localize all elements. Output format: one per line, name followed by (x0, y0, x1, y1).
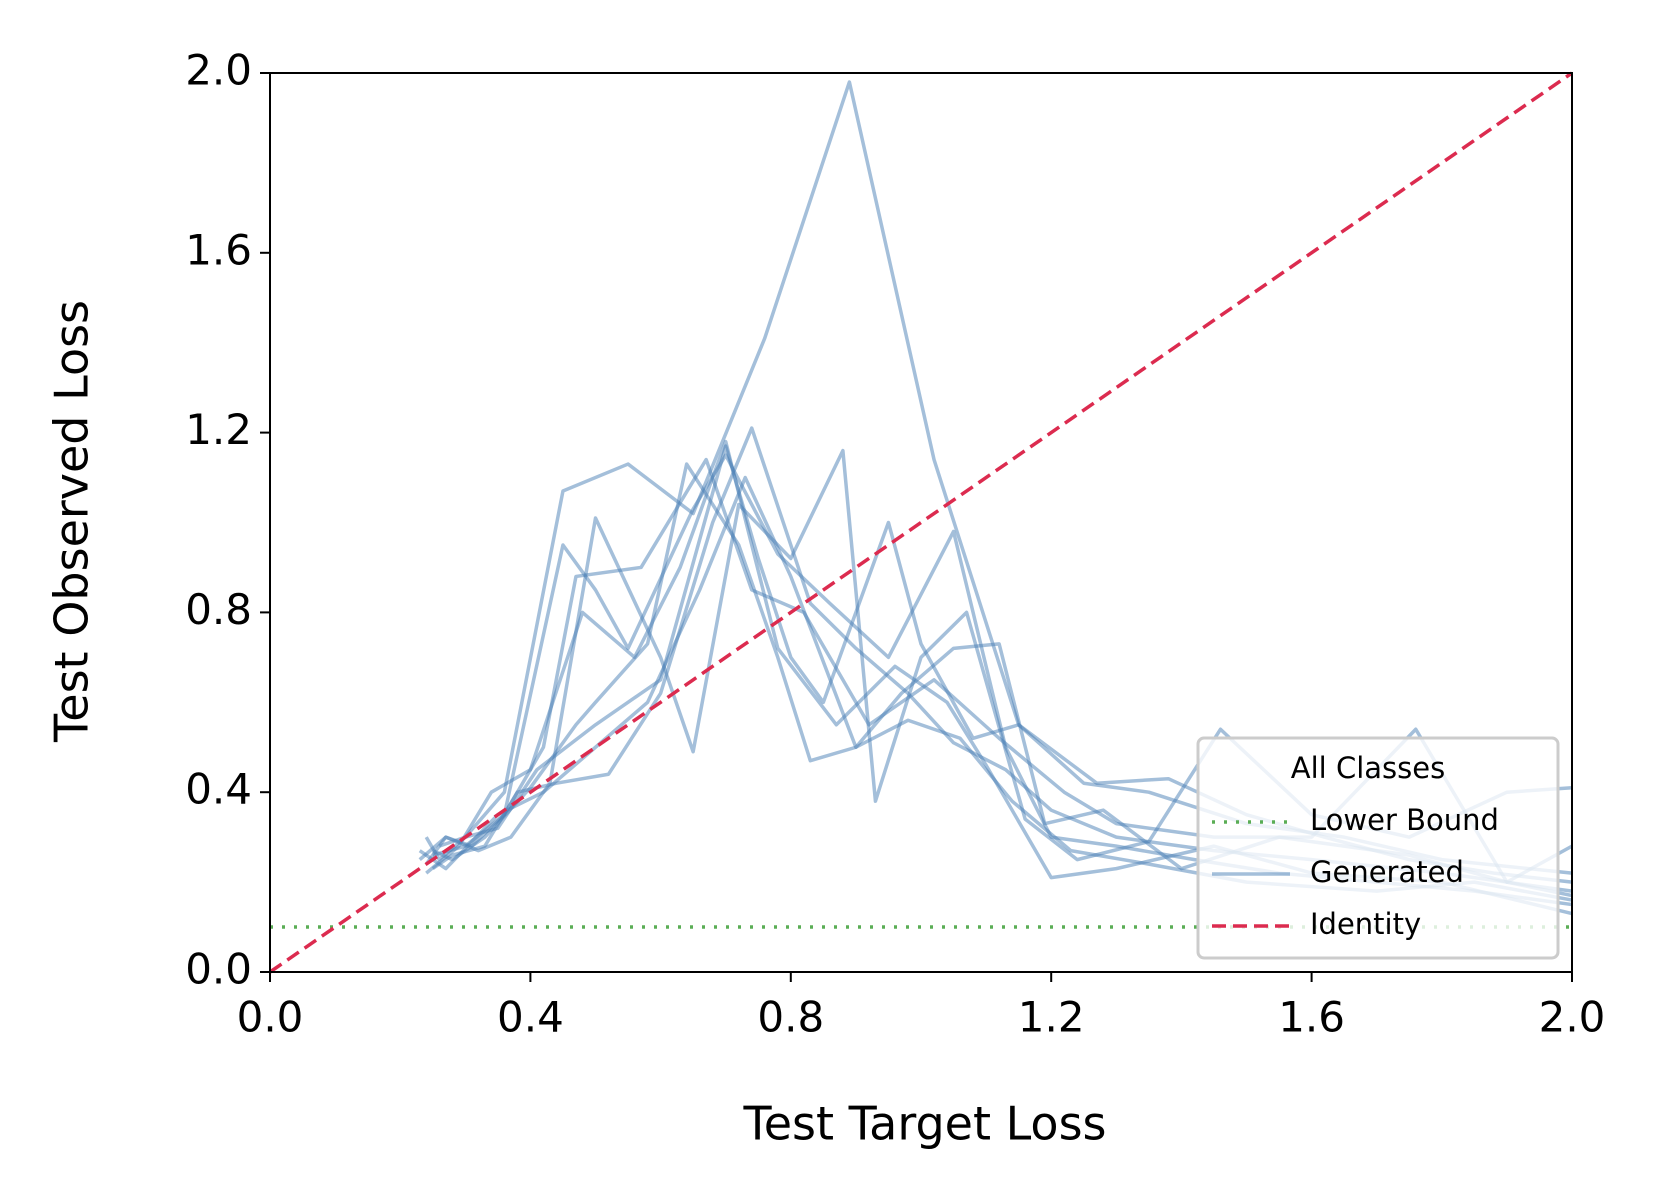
legend-label: Lower Bound (1310, 803, 1499, 837)
legend-box (1196, 736, 1560, 960)
y-tick-label: 0.4 (185, 765, 252, 814)
axes-frame (269, 72, 1573, 973)
x-tick-label: 0.8 (757, 993, 824, 1042)
y-tick-label: 1.6 (185, 225, 252, 274)
reference-line (269, 71, 1573, 974)
x-tick-label: 1.6 (1278, 993, 1345, 1042)
x-tick-label: 0.0 (237, 993, 304, 1042)
y-axis-label: Test Observed Loss (45, 300, 99, 743)
legend-label: Generated (1310, 855, 1464, 889)
legend-label: Identity (1310, 907, 1421, 941)
y-tick-label: 2.0 (185, 46, 252, 95)
y-tick-label: 0.8 (185, 585, 252, 634)
x-tick-label: 0.4 (497, 993, 564, 1042)
y-tick-label: 1.2 (185, 405, 252, 454)
y-tick-label: 0.0 (185, 945, 252, 994)
legend-title: All Classes (1291, 751, 1445, 785)
x-tick-label: 1.2 (1018, 993, 1085, 1042)
x-tick-label: 2.0 (1539, 993, 1606, 1042)
x-axis-label: Test Target Loss (742, 1097, 1106, 1151)
